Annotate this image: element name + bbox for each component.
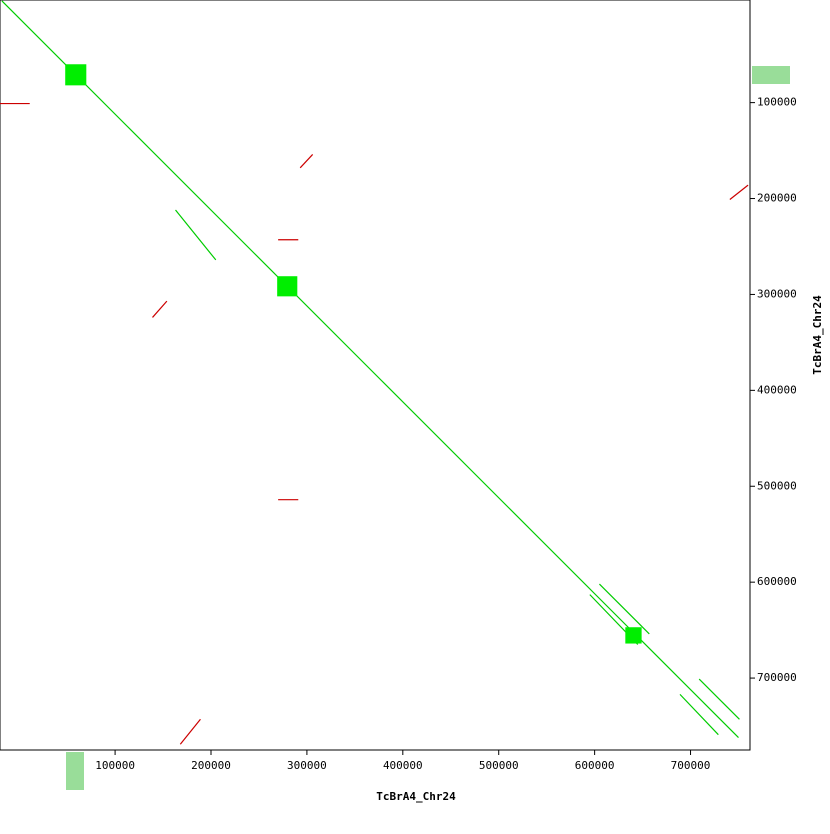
x-tick-label: 200000 [191, 759, 231, 772]
x-tick-label: 700000 [671, 759, 711, 772]
coverage-right [752, 66, 790, 84]
alignment-segment [175, 209, 217, 261]
coverage-bottom [66, 752, 84, 790]
alignment-segment [1, 0, 739, 738]
y-tick-label: 300000 [757, 287, 797, 300]
alignment-segment [698, 678, 740, 720]
x-tick-label: 600000 [575, 759, 615, 772]
x-tick-label: 500000 [479, 759, 519, 772]
alignment-segment [299, 154, 314, 169]
y-axis-label: TcBrA4_Chr24 [811, 295, 824, 375]
y-tick-label: 100000 [757, 96, 797, 109]
y-tick-label: 400000 [757, 383, 797, 396]
alignment-block [277, 276, 298, 297]
y-tick-label: 200000 [757, 192, 797, 205]
alignment-block [625, 627, 642, 644]
alignment-segment [679, 693, 719, 736]
alignment-block [65, 64, 87, 86]
x-axis-label: TcBrA4_Chr24 [376, 790, 456, 803]
x-tick-label: 400000 [383, 759, 423, 772]
y-tick-label: 500000 [757, 479, 797, 492]
x-tick-label: 100000 [95, 759, 135, 772]
alignment-segment [179, 718, 201, 745]
y-tick-label: 600000 [757, 575, 797, 588]
alignment-segment [599, 583, 650, 635]
y-tick-label: 700000 [757, 671, 797, 684]
alignment-segment [152, 300, 168, 318]
plot-area [0, 0, 751, 751]
x-tick-label: 300000 [287, 759, 327, 772]
alignment-segment [729, 184, 749, 200]
